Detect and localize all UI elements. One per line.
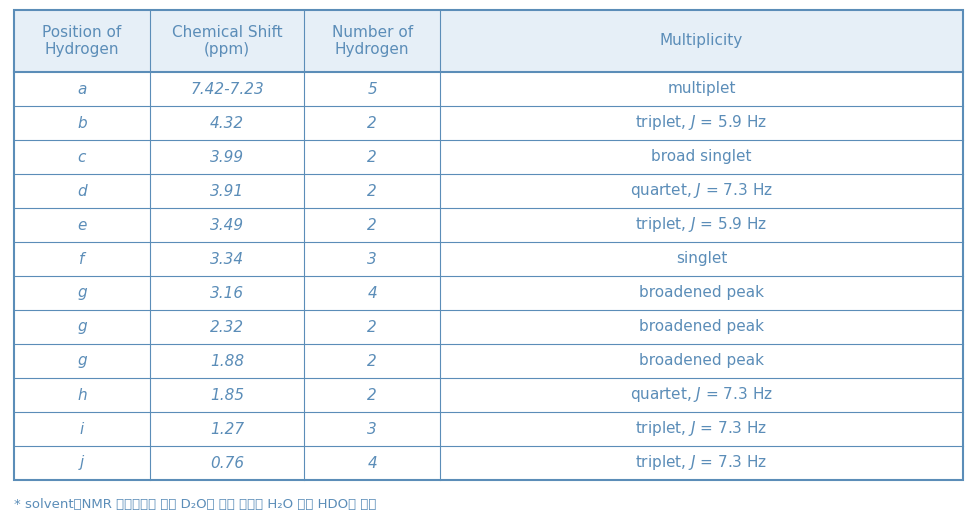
Text: j: j (80, 455, 84, 471)
Text: 4: 4 (367, 455, 377, 471)
Text: i: i (80, 421, 84, 437)
Text: quartet, $J$ = 7.3 Hz: quartet, $J$ = 7.3 Hz (630, 181, 773, 200)
Text: g: g (77, 285, 87, 300)
Text: Position of
Hydrogen: Position of Hydrogen (42, 25, 121, 57)
Text: singlet: singlet (676, 251, 727, 266)
Text: 5: 5 (367, 81, 377, 96)
Text: 3.91: 3.91 (210, 183, 244, 198)
Text: triplet, $J$ = 7.3 Hz: triplet, $J$ = 7.3 Hz (635, 454, 768, 472)
Text: 3.99: 3.99 (210, 149, 244, 164)
Text: 3.34: 3.34 (210, 251, 244, 266)
Text: triplet, $J$ = 5.9 Hz: triplet, $J$ = 5.9 Hz (635, 113, 768, 132)
Text: h: h (77, 387, 87, 403)
Text: 1.27: 1.27 (210, 421, 244, 437)
Text: broad singlet: broad singlet (652, 149, 751, 164)
Text: 1.88: 1.88 (210, 353, 244, 369)
Text: 2: 2 (367, 319, 377, 335)
Text: 0.76: 0.76 (210, 455, 244, 471)
Text: triplet, $J$ = 7.3 Hz: triplet, $J$ = 7.3 Hz (635, 420, 768, 438)
Text: a: a (77, 81, 87, 96)
Text: Multiplicity: Multiplicity (659, 33, 743, 48)
Text: 2: 2 (367, 353, 377, 369)
Text: 2: 2 (367, 387, 377, 403)
Text: multiplet: multiplet (667, 81, 736, 96)
Text: broadened peak: broadened peak (639, 285, 764, 300)
Text: g: g (77, 319, 87, 335)
Text: broadened peak: broadened peak (639, 319, 764, 335)
Text: 3.49: 3.49 (210, 217, 244, 232)
Text: 2: 2 (367, 115, 377, 130)
Text: 3.16: 3.16 (210, 285, 244, 300)
Text: f: f (79, 251, 85, 266)
Text: * solvent：NMR 측정용으로 쓰인 D₂O에 미량 혼재된 H₂O 혹은 HDO의 피크: * solvent：NMR 측정용으로 쓰인 D₂O에 미량 혼재된 H₂O 혹… (14, 498, 376, 511)
Bar (14, 10, 963, 72)
Text: b: b (77, 115, 87, 130)
Text: 7.42-7.23: 7.42-7.23 (191, 81, 264, 96)
Text: 3: 3 (367, 251, 377, 266)
Text: 2: 2 (367, 217, 377, 232)
Text: 2.32: 2.32 (210, 319, 244, 335)
Text: g: g (77, 353, 87, 369)
Text: broadened peak: broadened peak (639, 353, 764, 369)
Text: Chemical Shift
(ppm): Chemical Shift (ppm) (172, 25, 282, 57)
Text: 2: 2 (367, 183, 377, 198)
Text: 3: 3 (367, 421, 377, 437)
Text: c: c (77, 149, 86, 164)
Text: 4: 4 (367, 285, 377, 300)
Text: 4.32: 4.32 (210, 115, 244, 130)
Text: 2: 2 (367, 149, 377, 164)
Text: Number of
Hydrogen: Number of Hydrogen (331, 25, 413, 57)
Text: e: e (77, 217, 87, 232)
Text: triplet, $J$ = 5.9 Hz: triplet, $J$ = 5.9 Hz (635, 215, 768, 234)
Text: quartet, $J$ = 7.3 Hz: quartet, $J$ = 7.3 Hz (630, 386, 773, 404)
Text: 1.85: 1.85 (210, 387, 244, 403)
Text: d: d (77, 183, 87, 198)
